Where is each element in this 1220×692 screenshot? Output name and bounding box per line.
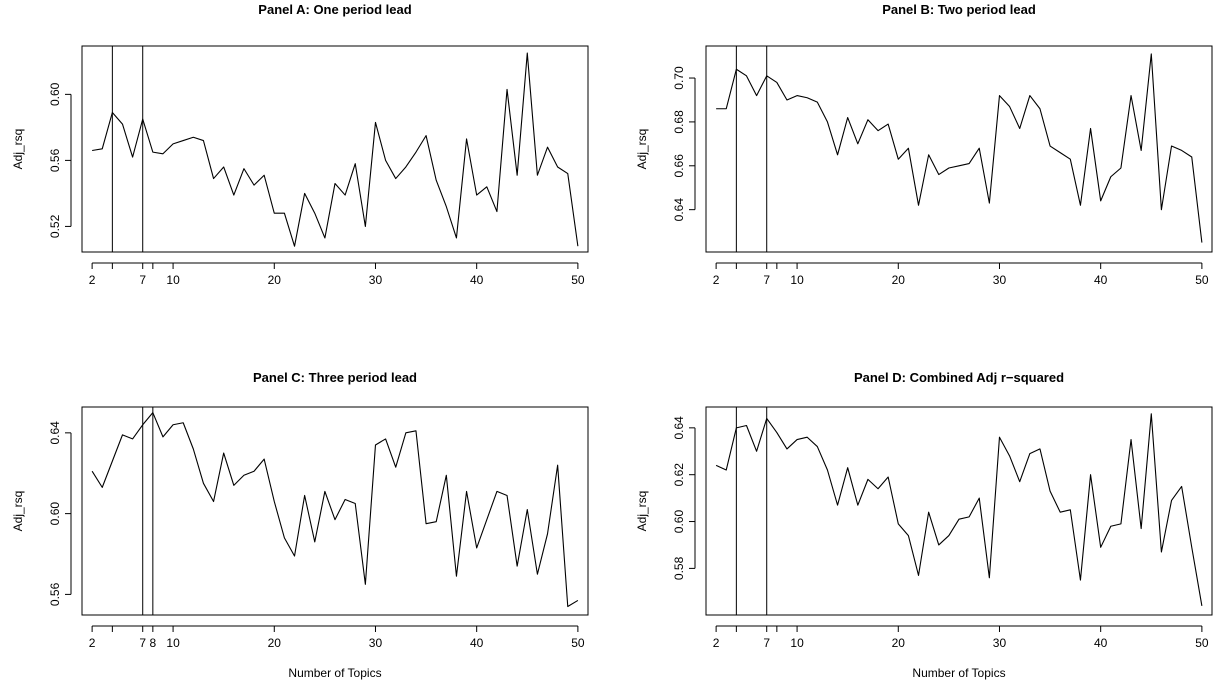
- plot-frame: [705, 406, 1213, 616]
- panel-a: Panel A: One period lead 2 7 10 20 30 40 50 0.52…: [11, 2, 589, 287]
- plot-frame: [81, 45, 589, 253]
- x-tick-label: 40: [470, 636, 484, 650]
- series-line: [92, 52, 579, 247]
- x-tick-label: 7: [139, 273, 146, 287]
- y-tick-label: 0.64: [672, 416, 686, 440]
- y-tick-label: 0.64: [672, 198, 686, 222]
- x-tick-label: 10: [166, 636, 180, 650]
- y-tick-label: 0.66: [672, 154, 686, 178]
- x-tick-label: 10: [790, 636, 804, 650]
- x-tick-label: 50: [1195, 636, 1209, 650]
- x-tick-label: 30: [993, 636, 1007, 650]
- series-line: [716, 53, 1203, 243]
- x-tick-label: 50: [571, 273, 585, 287]
- y-tick-label: 0.56: [48, 582, 62, 606]
- panel-title: Panel C: Three period lead: [253, 370, 417, 385]
- x-tick-label: 10: [790, 273, 804, 287]
- x-tick-label: 2: [89, 273, 96, 287]
- y-tick-label: 0.70: [672, 66, 686, 90]
- x-tick-label: 10: [166, 273, 180, 287]
- y-axis-label: Adj_rsq: [635, 129, 649, 170]
- plot-frame: [705, 45, 1213, 253]
- panel-d: Panel D: Combined Adj r−squared 2 7 10 20 30 4…: [635, 370, 1213, 680]
- panel-title: Panel D: Combined Adj r−squared: [854, 370, 1064, 385]
- y-tick-label: 0.60: [672, 510, 686, 534]
- x-tick-label: 2: [713, 636, 720, 650]
- y-axis-label: Adj_rsq: [11, 129, 25, 170]
- x-tick-label: 50: [1195, 273, 1209, 287]
- series-line: [715, 413, 1203, 606]
- x-tick-label: 7: [763, 636, 770, 650]
- y-tick-label: 0.60: [48, 502, 62, 526]
- x-axis-label: Number of Topics: [288, 666, 381, 680]
- panel-c: Panel C: Three period lead 2 7 8 10 20 30 40 50 0…: [11, 370, 589, 680]
- x-tick-label: 40: [1094, 273, 1108, 287]
- x-tick-label: 40: [470, 273, 484, 287]
- panel-b: Panel B: Two period lead 2 7 10 20 30 40 50 0.64…: [635, 2, 1213, 287]
- x-tick-label: 40: [1094, 636, 1108, 650]
- panel-title: Panel A: One period lead: [258, 2, 411, 17]
- x-tick-label: 30: [369, 273, 383, 287]
- x-tick-label: 20: [268, 273, 282, 287]
- y-tick-label: 0.60: [48, 82, 62, 106]
- y-tick-label: 0.52: [48, 214, 62, 238]
- x-tick-label: 2: [713, 273, 720, 287]
- x-tick-label: 7: [139, 636, 146, 650]
- series-line: [91, 412, 579, 608]
- x-tick-label: 30: [993, 273, 1007, 287]
- x-tick-label: 20: [892, 273, 906, 287]
- x-tick-label: 8: [149, 636, 156, 650]
- y-tick-label: 0.68: [672, 110, 686, 134]
- x-axis-label: Number of Topics: [912, 666, 1005, 680]
- x-tick-label: 7: [763, 273, 770, 287]
- x-tick-label: 2: [89, 636, 96, 650]
- y-tick-label: 0.64: [48, 421, 62, 445]
- y-axis-label: Adj_rsq: [11, 491, 25, 532]
- x-tick-label: 20: [892, 636, 906, 650]
- x-tick-label: 50: [571, 636, 585, 650]
- y-tick-label: 0.56: [48, 148, 62, 172]
- panel-title: Panel B: Two period lead: [882, 2, 1036, 17]
- x-tick-label: 20: [268, 636, 282, 650]
- y-axis-label: Adj_rsq: [635, 491, 649, 532]
- plot-frame: [81, 406, 589, 616]
- y-tick-label: 0.58: [672, 556, 686, 580]
- x-tick-label: 30: [369, 636, 383, 650]
- y-tick-label: 0.62: [672, 463, 686, 487]
